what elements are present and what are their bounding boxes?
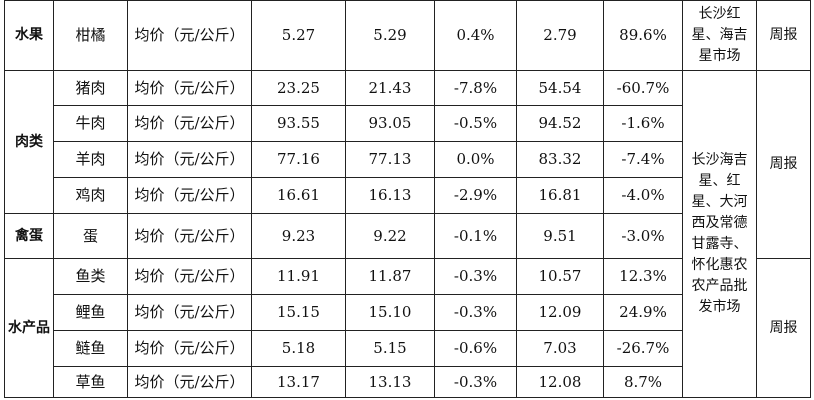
report-frequency-cell: 周报 [756,258,811,398]
value-cell: 13.17 [251,366,346,398]
unit-cell: 均价（元/公斤） [127,366,252,398]
unit-cell: 均价（元/公斤） [127,141,252,178]
value-cell: 77.16 [251,141,346,178]
item-cell: 草鱼 [53,366,128,398]
change-cell: -0.1% [434,213,517,259]
table-row: 水果 柑橘 均价（元/公斤） 5.27 5.29 0.4% 2.79 89.6%… [4,0,811,71]
table-row: 水产品 鱼类 均价（元/公斤） 11.91 11.87 -0.3% 10.57 … [4,258,811,398]
change-cell: 8.7% [603,366,683,398]
value-cell: 21.43 [345,70,435,106]
unit-cell: 均价（元/公斤） [127,213,252,259]
item-cell: 鲤鱼 [53,294,128,331]
value-cell: 93.55 [251,105,346,142]
item-cell: 猪肉 [53,70,128,106]
change-cell: -0.5% [434,105,517,142]
category-cell: 水产品 [4,258,54,398]
item-cell: 柑橘 [53,0,128,71]
table-row: 牛肉 均价（元/公斤） 93.55 93.05 -0.5% 94.52 -1.6… [5,105,811,142]
change-cell: -26.7% [603,330,683,367]
change-cell: -0.3% [434,258,517,295]
value-cell: 16.81 [516,177,604,214]
category-cell: 禽蛋 [4,213,54,259]
category-cell: 水果 [4,0,54,71]
unit-cell: 均价（元/公斤） [127,330,252,367]
value-cell: 10.57 [516,258,604,295]
value-cell: 5.18 [251,330,346,367]
table-row: 鲢鱼 均价（元/公斤） 5.18 5.15 -0.6% 7.03 -26.7% [5,330,811,367]
change-cell: 0.4% [434,0,517,71]
unit-cell: 均价（元/公斤） [127,294,252,331]
item-cell: 牛肉 [53,105,128,142]
category-cell: 肉类 [4,70,54,214]
value-cell: 93.05 [345,105,435,142]
table-row: 禽蛋 蛋 均价（元/公斤） 9.23 9.22 -0.1% 9.51 -3.0% [4,213,811,259]
report-frequency-cell: 周报 [756,70,811,259]
change-cell: 24.9% [603,294,683,331]
change-cell: -7.4% [603,141,683,178]
item-cell: 鱼类 [53,258,128,295]
value-cell: 11.87 [345,258,435,295]
change-cell: 89.6% [603,0,683,71]
report-frequency-cell: 周报 [756,0,811,71]
value-cell: 2.79 [516,0,604,71]
value-cell: 12.08 [516,366,604,398]
change-cell: -60.7% [603,70,683,106]
value-cell: 77.13 [345,141,435,178]
change-cell: -3.0% [603,213,683,259]
change-cell: -0.3% [434,294,517,331]
change-cell: 0.0% [434,141,517,178]
table-row: 肉类 猪肉 均价（元/公斤） 23.25 21.43 -7.8% 54.54 -… [4,70,811,398]
change-cell: -0.6% [434,330,517,367]
unit-cell: 均价（元/公斤） [127,177,252,214]
value-cell: 16.61 [251,177,346,214]
value-cell: 5.27 [251,0,346,71]
item-cell: 鲢鱼 [53,330,128,367]
table-row: 草鱼 均价（元/公斤） 13.17 13.13 -0.3% 12.08 8.7% [5,366,811,398]
market-location-cell: 长沙海吉星、红星、大河西及常德甘露寺、怀化惠农农产品批发市场 [682,70,757,398]
table-row: 鲤鱼 均价（元/公斤） 15.15 15.10 -0.3% 12.09 24.9… [5,294,811,331]
value-cell: 7.03 [516,330,604,367]
unit-cell: 均价（元/公斤） [127,70,252,106]
value-cell: 23.25 [251,70,346,106]
item-cell: 羊肉 [53,141,128,178]
value-cell: 15.10 [345,294,435,331]
change-cell: -7.8% [434,70,517,106]
value-cell: 11.91 [251,258,346,295]
unit-cell: 均价（元/公斤） [127,0,252,71]
item-cell: 蛋 [53,213,128,259]
change-cell: -4.0% [603,177,683,214]
change-cell: -2.9% [434,177,517,214]
value-cell: 13.13 [345,366,435,398]
unit-cell: 均价（元/公斤） [127,258,252,295]
value-cell: 5.15 [345,330,435,367]
value-cell: 54.54 [516,70,604,106]
item-cell: 鸡肉 [53,177,128,214]
value-cell: 9.51 [516,213,604,259]
change-cell: -0.3% [434,366,517,398]
value-cell: 9.23 [251,213,346,259]
value-cell: 15.15 [251,294,346,331]
change-cell: -1.6% [603,105,683,142]
unit-cell: 均价（元/公斤） [127,105,252,142]
value-cell: 12.09 [516,294,604,331]
price-table: 水果 柑橘 均价（元/公斤） 5.27 5.29 0.4% 2.79 89.6%… [4,0,811,398]
value-cell: 16.13 [345,177,435,214]
value-cell: 5.29 [345,0,435,71]
value-cell: 94.52 [516,105,604,142]
change-cell: 12.3% [603,258,683,295]
value-cell: 9.22 [345,213,435,259]
value-cell: 83.32 [516,141,604,178]
table-row: 羊肉 均价（元/公斤） 77.16 77.13 0.0% 83.32 -7.4% [5,141,811,178]
market-location-cell: 长沙红星、海吉星市场 [682,0,757,71]
table-row: 鸡肉 均价（元/公斤） 16.61 16.13 -2.9% 16.81 -4.0… [5,177,811,214]
